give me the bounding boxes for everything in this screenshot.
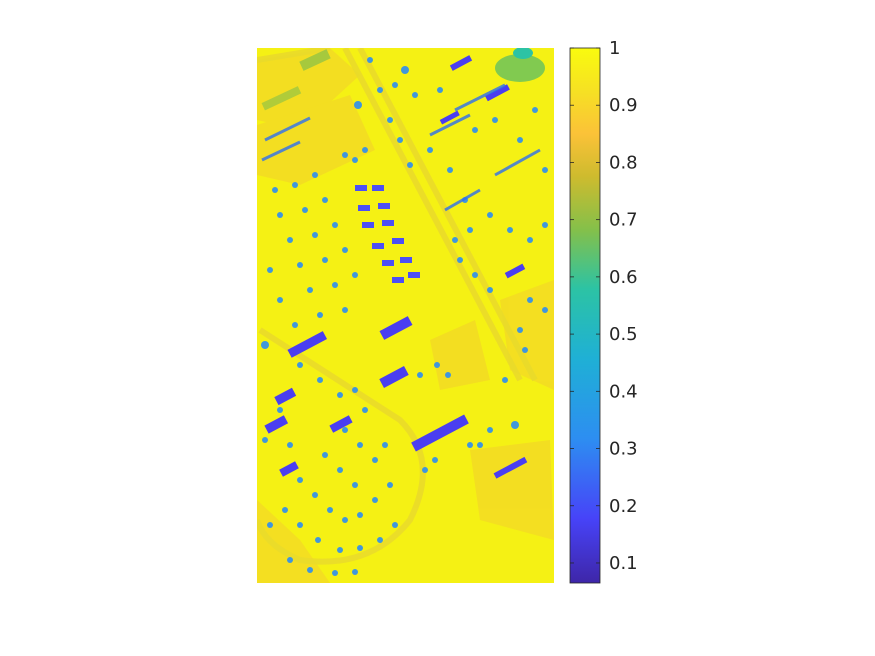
colorbar: 1 0.9 0.8 0.7 0.6 0.5 0.4 0.3 0.2 0.1	[569, 38, 638, 584]
colorbar-tick-label: 0.5	[609, 324, 638, 345]
colorbar-tick-label: 0.9	[609, 95, 638, 116]
heatmap-blue-streaks	[261, 83, 541, 212]
heatmap-parking-blocks	[355, 185, 420, 283]
heatmap-green-patches	[261, 48, 545, 111]
colorbar-tick-label: 0.2	[609, 496, 638, 517]
colorbar-tick-label: 1	[609, 38, 620, 59]
heatmap-tree-dots	[261, 57, 548, 576]
colorbar-tick-label: 0.8	[609, 152, 638, 173]
colorbar-tick-label: 0.7	[609, 210, 638, 231]
colorbar-ticks: 1 0.9 0.8 0.7 0.6 0.5 0.4 0.3 0.2 0.1	[570, 38, 638, 574]
colorbar-gradient	[570, 48, 600, 583]
colorbar-tick-label: 0.3	[609, 439, 638, 460]
colorbar-tick-label: 0.6	[609, 267, 638, 288]
heatmap-midvalue-regions	[257, 48, 554, 583]
colorbar-tick-label: 0.4	[609, 381, 638, 402]
heatmap-buildings	[264, 55, 528, 479]
heatmap-roads	[257, 48, 538, 565]
colorbar-tick-label: 0.1	[609, 553, 638, 574]
colorbar-frame	[569, 47, 601, 584]
heatmap-image	[257, 48, 554, 583]
